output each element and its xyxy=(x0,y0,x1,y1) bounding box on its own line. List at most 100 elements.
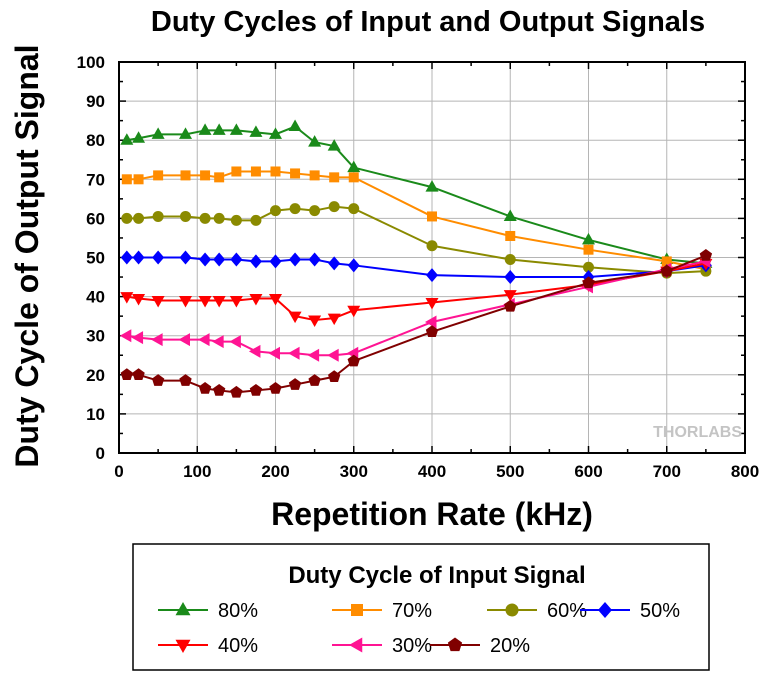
chart-title: Duty Cycles of Input and Output Signals xyxy=(151,6,705,38)
data-point xyxy=(229,123,243,135)
data-point xyxy=(598,602,612,618)
y-tick-label: 90 xyxy=(86,92,105,111)
series-layer xyxy=(119,119,713,398)
legend-label: 50% xyxy=(640,600,680,622)
grid xyxy=(118,61,746,454)
legend-label: 20% xyxy=(490,635,530,657)
data-point xyxy=(151,127,165,139)
data-point xyxy=(231,166,242,177)
series-30-pct xyxy=(119,254,711,362)
data-point xyxy=(347,160,361,173)
y-tick-label: 50 xyxy=(86,249,105,268)
data-point xyxy=(151,296,165,308)
data-point xyxy=(229,335,241,349)
data-point xyxy=(249,254,262,269)
data-point xyxy=(269,381,282,394)
data-point xyxy=(213,212,225,224)
y-tick-label: 80 xyxy=(86,131,105,150)
x-tick-label: 800 xyxy=(731,462,759,481)
data-point xyxy=(180,210,192,222)
data-point xyxy=(505,230,516,241)
data-point xyxy=(131,331,144,345)
data-point xyxy=(425,315,437,329)
data-point xyxy=(504,253,516,265)
data-point xyxy=(504,270,517,285)
data-point xyxy=(699,249,713,261)
data-point xyxy=(230,214,242,226)
y-tick-label: 20 xyxy=(86,366,105,385)
data-point xyxy=(505,603,519,617)
data-point xyxy=(327,313,341,326)
data-point xyxy=(308,135,322,147)
data-point xyxy=(427,211,437,222)
data-point xyxy=(178,333,191,347)
series-80-pct xyxy=(120,119,713,268)
data-point xyxy=(426,268,438,283)
data-point xyxy=(180,170,191,181)
data-point xyxy=(329,172,340,183)
y-tick-label: 100 xyxy=(77,53,105,72)
legend-item-50-pct: 50% xyxy=(580,600,680,622)
series-line xyxy=(126,256,707,279)
legend-item-60-pct: 60% xyxy=(487,600,587,622)
data-point xyxy=(230,252,243,267)
data-point xyxy=(425,325,439,338)
data-point xyxy=(425,180,439,192)
x-tick-label: 300 xyxy=(340,462,368,481)
legend-item-70-pct: 70% xyxy=(332,600,432,622)
data-point xyxy=(328,201,340,213)
y-tick-label: 30 xyxy=(86,327,105,346)
data-point xyxy=(288,311,302,324)
data-point xyxy=(249,294,263,306)
series-line xyxy=(126,254,707,394)
series-70-pct xyxy=(121,166,711,275)
tick-labels: 0 100 200 300 400 500 600 700 800 0 10 20 30 40 50 60 70… xyxy=(77,53,760,481)
data-point xyxy=(348,172,359,183)
legend-label: 60% xyxy=(547,600,587,622)
data-point xyxy=(151,374,165,386)
data-point xyxy=(307,348,320,362)
data-point xyxy=(212,383,226,396)
legend-frame xyxy=(132,543,710,671)
data-point xyxy=(503,290,517,302)
data-point xyxy=(308,252,321,267)
data-point xyxy=(132,368,145,381)
data-point xyxy=(309,170,320,181)
data-point xyxy=(248,344,261,358)
data-point xyxy=(347,305,361,318)
data-point xyxy=(269,254,282,269)
x-tick-label: 0 xyxy=(114,462,123,481)
data-point xyxy=(327,139,341,151)
data-point xyxy=(269,127,282,139)
data-point xyxy=(133,212,145,224)
data-point xyxy=(213,252,226,267)
y-tick-label: 60 xyxy=(86,209,105,228)
data-point xyxy=(199,252,212,267)
data-point xyxy=(120,133,134,145)
series-line xyxy=(126,262,707,322)
data-point xyxy=(179,374,192,386)
data-point xyxy=(349,637,363,653)
x-tick-label: 500 xyxy=(496,462,524,481)
data-point xyxy=(447,637,463,652)
series-line xyxy=(126,170,707,271)
x-tick-label: 100 xyxy=(183,462,211,481)
series-line xyxy=(126,205,706,275)
data-point xyxy=(179,250,192,265)
data-point xyxy=(200,170,211,181)
data-point xyxy=(288,378,302,390)
legend-item-40-pct: 40% xyxy=(158,635,258,657)
ticks xyxy=(118,61,746,454)
data-point xyxy=(212,123,226,135)
data-point xyxy=(152,210,164,222)
data-point xyxy=(582,276,595,289)
x-tick-label: 200 xyxy=(261,462,289,481)
legend-label: 70% xyxy=(392,600,432,622)
data-point xyxy=(308,315,322,328)
y-tick-label: 70 xyxy=(86,170,105,189)
data-point xyxy=(198,381,212,394)
data-point xyxy=(212,296,226,308)
x-tick-label: 700 xyxy=(653,462,681,481)
data-point xyxy=(132,294,146,306)
